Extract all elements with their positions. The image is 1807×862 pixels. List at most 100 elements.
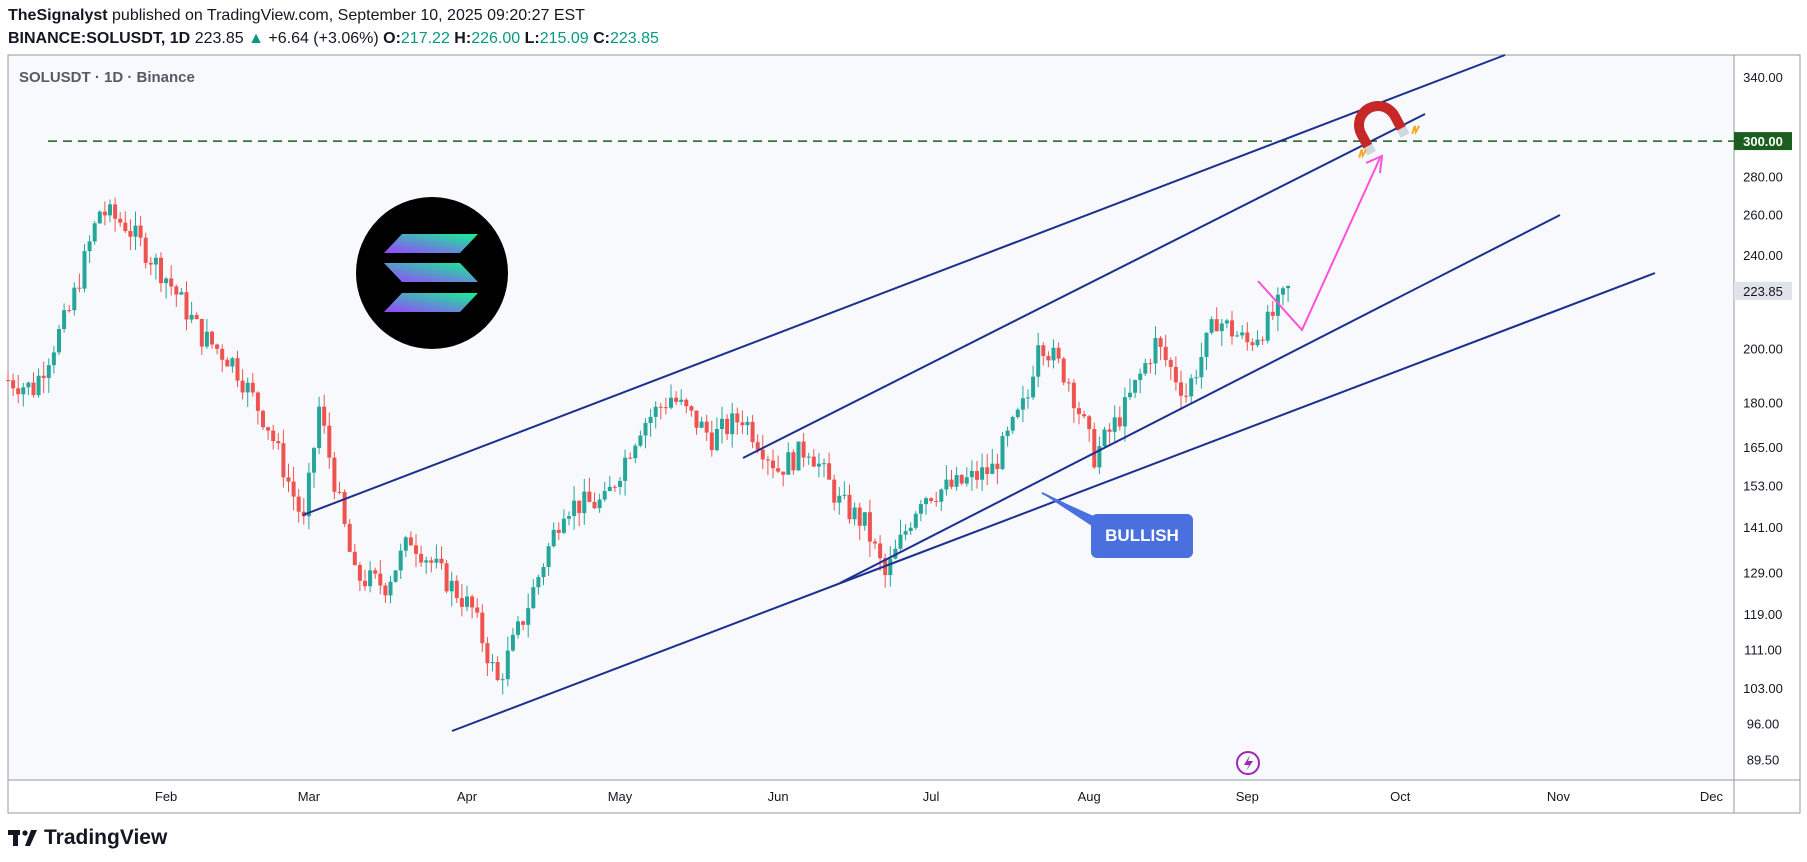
inner-lower-line[interactable] [839, 214, 1561, 584]
low-value: 215.09 [539, 30, 589, 47]
candle [648, 409, 653, 437]
candle [159, 252, 163, 293]
candle [801, 432, 806, 467]
candle [459, 584, 464, 617]
x-tick-label: Aug [1078, 789, 1101, 804]
candle [1061, 356, 1066, 386]
candle [633, 443, 638, 464]
candle [317, 396, 322, 455]
footer-brand[interactable]: TradingView [8, 826, 167, 850]
candle [87, 235, 92, 263]
y-tick-label: 129.00 [1743, 566, 1783, 581]
candle [944, 465, 949, 496]
upper-channel-line[interactable] [302, 54, 1506, 516]
candle [561, 509, 566, 535]
candle [1275, 287, 1280, 332]
candle [1286, 285, 1291, 302]
candle [470, 594, 475, 619]
candle [189, 301, 194, 324]
candle [908, 522, 913, 535]
lower-channel-line[interactable] [451, 272, 1656, 732]
candle [266, 426, 271, 440]
y-axis-labels: 340.00 280.00 260.00 240.00 200.00 180.00 165.… [1743, 70, 1783, 768]
candle [174, 284, 179, 307]
candle [1026, 389, 1030, 409]
candle [383, 582, 388, 603]
inner-upper-line[interactable] [742, 113, 1426, 459]
candle [725, 414, 730, 441]
candle [1168, 357, 1173, 380]
y-tick-label: 165.00 [1743, 440, 1783, 455]
candle [934, 492, 939, 507]
bullish-callout[interactable] [1091, 514, 1193, 558]
candle [378, 560, 383, 595]
price-axis[interactable] [1733, 54, 1801, 814]
candle [6, 371, 10, 383]
candle [495, 656, 500, 682]
symbol-label[interactable]: BINANCE:SOLUSDT, 1D [8, 30, 191, 47]
y-tick-label: 240.00 [1743, 248, 1783, 263]
candle [108, 199, 112, 223]
projection-arrow-head [1365, 154, 1384, 174]
candle [337, 481, 342, 495]
candle [745, 416, 750, 435]
candle [138, 215, 143, 247]
candle [531, 579, 536, 609]
candle [1143, 358, 1148, 377]
candle [332, 451, 337, 500]
plot-area[interactable] [7, 54, 1735, 781]
candle [1138, 368, 1143, 394]
candle [714, 417, 719, 452]
candle [465, 585, 469, 612]
open-label: O: [383, 30, 401, 47]
y-tick-label: 111.00 [1744, 643, 1782, 658]
candle [199, 318, 204, 355]
candle [184, 281, 189, 331]
projection-arrow[interactable] [1257, 157, 1381, 332]
candle [342, 489, 347, 528]
candle [82, 243, 87, 293]
time-axis[interactable] [7, 779, 1735, 814]
candle [730, 402, 735, 448]
candle [1224, 318, 1229, 329]
candle [143, 232, 148, 269]
candle [500, 673, 505, 695]
candle [148, 256, 153, 276]
candle [1036, 332, 1041, 388]
candle [128, 219, 133, 251]
candle [1235, 331, 1240, 338]
candle [597, 493, 602, 513]
candle [153, 253, 158, 280]
candle [97, 210, 102, 225]
candle [541, 563, 546, 586]
candle [964, 467, 969, 487]
lightning-icon[interactable] [1236, 751, 1260, 775]
author-name[interactable]: TheSignalyst [8, 7, 108, 24]
y-tick-label: 89.50 [1747, 753, 1780, 768]
trend-channel[interactable] [302, 54, 1656, 732]
candle [750, 415, 755, 449]
candle [618, 476, 622, 495]
candle [516, 616, 520, 639]
candle [261, 409, 265, 431]
y-tick-label: 280.00 [1743, 169, 1783, 184]
candle [454, 575, 459, 603]
candle [663, 397, 668, 415]
candle [281, 429, 286, 488]
candle [1000, 432, 1005, 470]
candle [888, 546, 893, 587]
candle [449, 571, 454, 607]
candle [419, 545, 424, 567]
candle [26, 381, 31, 395]
candle [653, 401, 658, 429]
candle [822, 458, 826, 478]
candle [245, 377, 250, 407]
current-tag-bg [1734, 281, 1792, 300]
x-tick-label: Jul [923, 789, 940, 804]
candle [1250, 338, 1255, 351]
candlestick-series [6, 197, 1291, 695]
candle [179, 288, 184, 295]
candle [694, 410, 699, 435]
candle [1020, 385, 1025, 423]
